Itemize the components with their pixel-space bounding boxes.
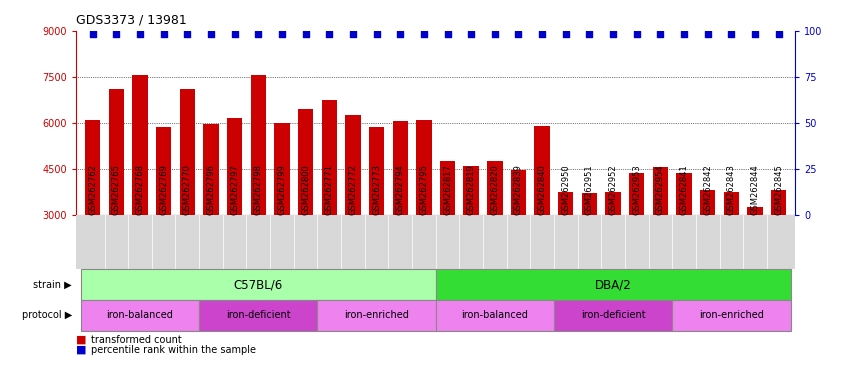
Bar — [179, 89, 195, 215]
Bar — [156, 127, 172, 215]
Point — [488, 31, 502, 38]
Bar — [535, 126, 550, 215]
Text: ■: ■ — [76, 335, 86, 345]
Point — [464, 31, 478, 38]
Text: ■: ■ — [76, 345, 86, 355]
Bar — [108, 89, 124, 215]
Text: DBA/2: DBA/2 — [595, 278, 631, 291]
Point — [393, 31, 407, 38]
Bar — [606, 192, 621, 215]
Point — [701, 31, 715, 38]
Bar — [393, 121, 408, 215]
Text: protocol ▶: protocol ▶ — [22, 310, 72, 320]
Point — [110, 31, 124, 38]
Bar — [771, 190, 787, 215]
Point — [133, 31, 146, 38]
Point — [251, 31, 265, 38]
Point — [725, 31, 739, 38]
Text: C57BL/6: C57BL/6 — [233, 278, 283, 291]
Text: transformed count: transformed count — [91, 335, 182, 345]
Point — [346, 31, 360, 38]
Point — [654, 31, 667, 38]
Point — [299, 31, 312, 38]
Point — [322, 31, 336, 38]
Bar — [321, 100, 337, 215]
Point — [417, 31, 431, 38]
Bar — [345, 115, 360, 215]
Bar — [747, 207, 763, 215]
Bar — [436, 270, 790, 300]
Bar — [487, 161, 503, 215]
Bar — [274, 122, 289, 215]
Point — [678, 31, 691, 38]
Bar — [676, 173, 692, 215]
Bar — [723, 192, 739, 215]
Point — [204, 31, 217, 38]
Bar — [250, 75, 266, 215]
Bar — [558, 192, 574, 215]
Bar — [81, 300, 199, 331]
Bar — [317, 300, 436, 331]
Bar — [700, 190, 716, 215]
Bar — [464, 166, 479, 215]
Text: iron-balanced: iron-balanced — [107, 310, 173, 320]
Text: iron-enriched: iron-enriched — [699, 310, 764, 320]
Bar — [629, 173, 645, 215]
Bar — [436, 300, 554, 331]
Bar — [298, 109, 313, 215]
Point — [536, 31, 549, 38]
Point — [607, 31, 620, 38]
Text: iron-deficient: iron-deficient — [581, 310, 645, 320]
Bar — [199, 300, 317, 331]
Bar — [511, 170, 526, 215]
Bar — [81, 270, 436, 300]
Bar — [582, 193, 597, 215]
Bar — [416, 119, 431, 215]
Point — [441, 31, 454, 38]
Bar — [554, 300, 673, 331]
Point — [370, 31, 383, 38]
Bar — [203, 124, 218, 215]
Point — [772, 31, 785, 38]
Point — [86, 31, 100, 38]
Bar — [132, 75, 148, 215]
Point — [180, 31, 194, 38]
Text: iron-deficient: iron-deficient — [226, 310, 290, 320]
Bar — [440, 161, 455, 215]
Point — [559, 31, 573, 38]
Bar — [369, 127, 384, 215]
Point — [630, 31, 644, 38]
Bar — [85, 119, 101, 215]
Bar — [673, 300, 790, 331]
Bar — [653, 167, 668, 215]
Point — [228, 31, 241, 38]
Point — [275, 31, 288, 38]
Point — [157, 31, 170, 38]
Point — [583, 31, 596, 38]
Text: iron-enriched: iron-enriched — [344, 310, 409, 320]
Point — [512, 31, 525, 38]
Text: percentile rank within the sample: percentile rank within the sample — [91, 345, 256, 355]
Text: strain ▶: strain ▶ — [33, 280, 72, 290]
Text: GDS3373 / 13981: GDS3373 / 13981 — [76, 14, 187, 27]
Text: iron-balanced: iron-balanced — [461, 310, 528, 320]
Bar — [227, 118, 242, 215]
Point — [748, 31, 761, 38]
